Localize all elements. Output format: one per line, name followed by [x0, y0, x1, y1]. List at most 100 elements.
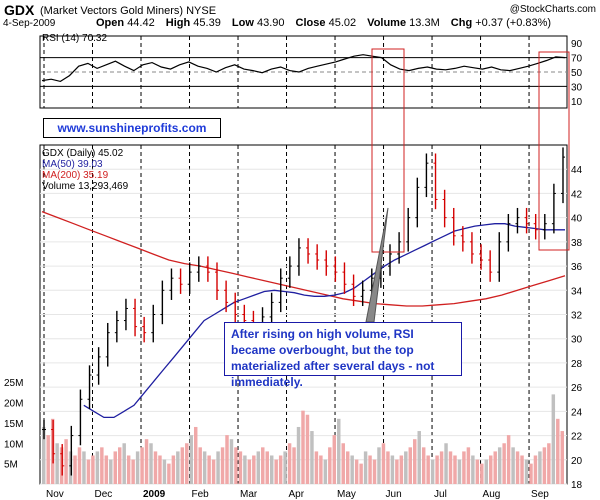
volume-bar	[372, 459, 377, 484]
volume-bar	[73, 455, 77, 484]
chart-header: GDX (Market Vectors Gold Miners) NYSE @S…	[0, 0, 600, 32]
x-tick-label: Feb	[192, 489, 210, 500]
volume-bar	[256, 451, 261, 484]
volume-bar	[332, 435, 337, 484]
volume-bar	[337, 418, 341, 484]
volume-bar	[42, 426, 46, 484]
volume-bar	[475, 459, 480, 484]
volume-bar	[46, 435, 50, 484]
volume-bar	[453, 455, 457, 484]
volume-bar	[135, 451, 140, 484]
x-tick-label: Apr	[289, 489, 305, 500]
x-tick-label: 2009	[143, 489, 166, 500]
volume-bar	[216, 451, 220, 484]
volume-bar	[207, 455, 211, 484]
volume-bar	[234, 447, 238, 484]
volume-label: Volume	[367, 17, 407, 29]
price-tick-label: 18	[571, 480, 583, 491]
volume-bar	[359, 463, 363, 484]
volume-bar	[243, 455, 247, 484]
volume-bar	[417, 431, 421, 484]
rsi-tick-label: 50	[571, 68, 583, 79]
volume-bar	[198, 447, 202, 484]
rsi-tick-label: 70	[571, 54, 583, 65]
price-tick-label: 22	[571, 432, 583, 443]
volume-bar	[77, 447, 82, 484]
volume-bar	[292, 447, 296, 484]
price-tick-label: 32	[571, 311, 583, 322]
ticker-symbol: GDX	[4, 2, 35, 18]
volume-bar	[439, 451, 444, 484]
volume-bar	[497, 447, 502, 484]
volume-bar	[556, 418, 560, 484]
price-tick-label: 44	[571, 165, 583, 176]
volume-bar	[269, 455, 274, 484]
volume-bar	[193, 426, 198, 484]
volume-bar	[144, 439, 149, 484]
volume-bar	[547, 443, 551, 484]
volume-bar	[493, 451, 497, 484]
volume-bar	[404, 451, 408, 484]
volume-bar	[551, 394, 556, 484]
volume-bar	[363, 451, 368, 484]
volume-bar	[448, 451, 453, 484]
volume-bar	[131, 459, 135, 484]
volume-bar	[274, 459, 278, 484]
rsi-legend: RSI (14) 70.32	[42, 33, 108, 44]
volume-bar	[296, 426, 301, 484]
ma200-line	[41, 210, 566, 307]
volume-tick-label: 20M	[4, 399, 23, 410]
volume-bar	[430, 459, 435, 484]
volume-bar	[354, 459, 359, 484]
volume-tick-label: 15M	[4, 419, 23, 430]
volume-bar	[435, 455, 439, 484]
volume-bar	[395, 459, 399, 484]
x-tick-label: Mar	[240, 489, 258, 500]
volume-bar	[462, 451, 466, 484]
volume-bar	[515, 451, 520, 484]
volume-value: 13.3M	[409, 17, 440, 29]
low-value: 43.90	[256, 17, 285, 29]
volume-bar	[189, 435, 193, 484]
volume-bar	[560, 431, 564, 484]
rsi-line	[41, 54, 566, 83]
volume-bar	[542, 447, 547, 484]
volume-bar	[202, 451, 207, 484]
volume-bar	[301, 410, 305, 484]
open-label: Open	[96, 17, 125, 29]
price-tick-label: 40	[571, 214, 583, 225]
volume-bar	[261, 447, 265, 484]
chg-value: +0.37 (+0.83%)	[475, 17, 552, 29]
price-tick-label: 42	[571, 189, 583, 200]
x-tick-label: Nov	[46, 489, 64, 500]
volume-bar	[421, 447, 426, 484]
volume-bar	[283, 451, 287, 484]
high-label: High	[165, 17, 191, 29]
volume-bar	[68, 451, 73, 484]
highlight-box-jun	[371, 48, 405, 253]
volume-bar	[180, 447, 185, 484]
close-value: 45.02	[328, 17, 357, 29]
volume-bar	[466, 447, 471, 484]
annotation-note: After rising on high volume, RSI became …	[224, 322, 462, 389]
chg-label: Chg	[450, 17, 473, 29]
volume-bar	[489, 455, 493, 484]
price-legend: GDX (Daily) 45.02 MA(50) 39.03 MA(200) 3…	[42, 148, 128, 192]
volume-bar	[171, 455, 176, 484]
volume-bar	[305, 414, 310, 484]
volume-bar	[91, 455, 95, 484]
volume-bar	[238, 451, 243, 484]
volume-bar	[533, 455, 538, 484]
volume-tick-label: 5M	[4, 460, 18, 471]
x-tick-label: Sep	[531, 489, 549, 500]
price-tick-label: 34	[571, 286, 583, 297]
high-value: 45.39	[193, 17, 221, 29]
volume-bar	[167, 463, 171, 484]
x-tick-label: May	[337, 489, 356, 500]
volume-bar	[109, 459, 113, 484]
volume-bar	[104, 455, 109, 484]
volume-bar	[82, 451, 86, 484]
url-box: www.sunshineprofits.com	[43, 118, 221, 138]
volume-bar	[323, 459, 328, 484]
